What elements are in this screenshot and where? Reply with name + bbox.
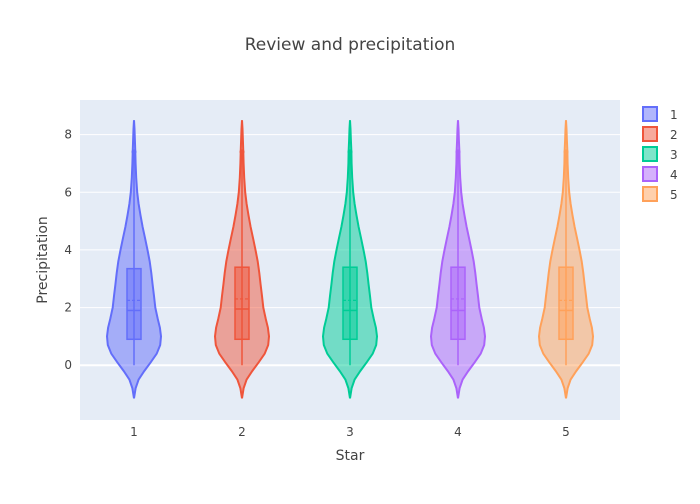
legend-item-5[interactable]: 5 (642, 186, 678, 202)
legend-swatch (642, 186, 658, 202)
x-tick-label: 4 (454, 425, 462, 439)
violin-box-2 (234, 266, 250, 341)
y-tick-label: 4 (64, 243, 72, 257)
legend-swatch (642, 126, 658, 142)
legend-label: 1 (670, 108, 678, 122)
x-axis-label: Star (336, 448, 365, 464)
x-tick-label: 1 (130, 425, 138, 439)
legend-swatch (642, 146, 658, 162)
violin-fence-marker-2 (239, 149, 245, 155)
legend: 1 2 3 4 5 (642, 106, 678, 202)
y-tick-label: 0 (64, 358, 72, 372)
violin-fence-marker-5 (563, 149, 569, 155)
violins (105, 120, 595, 399)
violin-box-3 (342, 266, 358, 341)
legend-swatch (642, 166, 658, 182)
legend-item-3[interactable]: 3 (642, 146, 678, 162)
legend-swatch (642, 106, 658, 122)
y-tick-label: 8 (64, 128, 72, 142)
y-tick-label: 2 (64, 301, 72, 315)
violin-2 (213, 120, 271, 399)
x-tick-label: 2 (238, 425, 246, 439)
x-tick-labels: 1 2 3 4 5 (130, 425, 570, 439)
violin-box-5 (558, 266, 574, 341)
violin-3 (321, 120, 379, 399)
legend-label: 5 (670, 188, 678, 202)
chart-title: Review and precipitation (245, 35, 456, 55)
legend-item-2[interactable]: 2 (642, 126, 678, 142)
legend-label: 2 (670, 128, 678, 142)
x-tick-label: 5 (562, 425, 570, 439)
y-tick-label: 6 (64, 185, 72, 199)
legend-label: 3 (670, 148, 678, 162)
violin-fence-marker-4 (455, 149, 461, 155)
violin-4 (429, 120, 487, 399)
x-tick-label: 3 (346, 425, 354, 439)
y-tick-labels: 0 2 4 6 8 (64, 128, 72, 373)
violin-box-4 (450, 266, 466, 341)
violin-1 (105, 120, 163, 399)
violin-box-1 (126, 267, 142, 341)
legend-item-4[interactable]: 4 (642, 166, 678, 182)
legend-item-1[interactable]: 1 (642, 106, 678, 122)
violin-5 (537, 120, 595, 399)
violin-fence-marker-1 (131, 149, 137, 155)
violin-fence-marker-3 (347, 149, 353, 155)
legend-label: 4 (670, 168, 678, 182)
y-axis-label: Precipitation (35, 216, 51, 304)
